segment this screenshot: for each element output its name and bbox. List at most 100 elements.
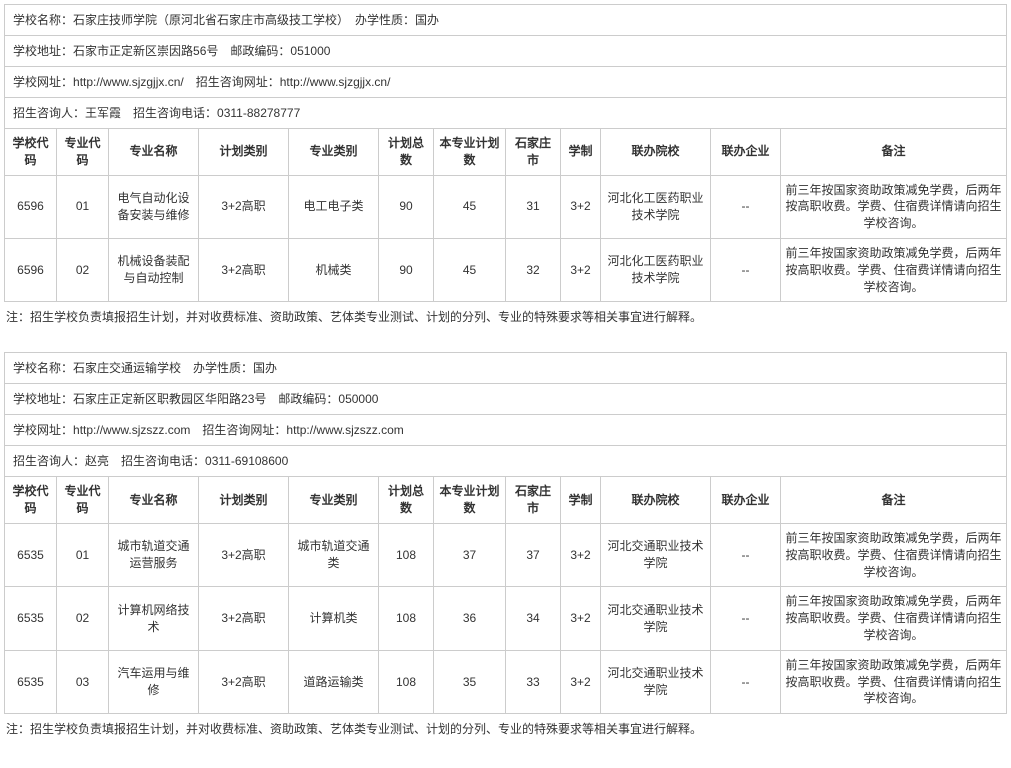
cell: 90: [379, 238, 434, 301]
school-address: 石家庄正定新区职教园区华阳路23号: [73, 392, 278, 406]
info-row-site: 学校网址：http://www.sjzgjjx.cn/ 招生咨询网址：http:…: [4, 66, 1007, 98]
cell: 3+2高职: [199, 523, 289, 586]
cell: 前三年按国家资助政策减免学费，后两年按高职收费。学费、住宿费详情请向招生学校咨询…: [781, 587, 1007, 650]
info-row-address: 学校地址：石家庄正定新区职教园区华阳路23号 邮政编码：050000: [4, 383, 1007, 415]
cell: --: [711, 238, 781, 301]
cell: 河北化工医药职业技术学院: [601, 175, 711, 238]
col-header: 本专业计划数: [434, 129, 506, 176]
info-row-name: 学校名称：石家庄技师学院（原河北省石家庄市高级技工学校） 办学性质：国办: [4, 4, 1007, 36]
table-header-row: 学校代码专业代码专业名称计划类别专业类别计划总数本专业计划数石家庄市学制联办院校…: [5, 477, 1007, 524]
col-header: 计划类别: [199, 129, 289, 176]
cell: 河北化工医药职业技术学院: [601, 238, 711, 301]
cell: 108: [379, 523, 434, 586]
school-name: 石家庄交通运输学校: [73, 361, 193, 375]
cell: 6596: [5, 238, 57, 301]
cell: --: [711, 175, 781, 238]
label-school-name: 学校名称：: [13, 361, 73, 375]
cell: 电工电子类: [289, 175, 379, 238]
info-row-address: 学校地址：石家市正定新区崇因路56号 邮政编码：051000: [4, 35, 1007, 67]
cell: 3+2高职: [199, 238, 289, 301]
cell: 3+2: [561, 650, 601, 713]
school-site: http://www.sjzszz.com: [73, 423, 202, 437]
col-header: 学校代码: [5, 477, 57, 524]
label-consult-site: 招生咨询网址：: [196, 75, 280, 89]
cell: 01: [57, 175, 109, 238]
col-header: 本专业计划数: [434, 477, 506, 524]
info-row-site: 学校网址：http://www.sjzszz.com 招生咨询网址：http:/…: [4, 414, 1007, 446]
col-header: 联办院校: [601, 129, 711, 176]
contact-name: 赵亮: [85, 454, 121, 468]
school-type: 国办: [415, 13, 439, 27]
col-header: 计划类别: [199, 477, 289, 524]
table-header-row: 学校代码专业代码专业名称计划类别专业类别计划总数本专业计划数石家庄市学制联办院校…: [5, 129, 1007, 176]
col-header: 石家庄市: [506, 129, 561, 176]
label-phone: 招生咨询电话：: [133, 106, 217, 120]
footer-note: 注：招生学校负责填报招生计划，并对收费标准、资助政策、艺体类专业测试、计划的分列…: [4, 714, 1007, 744]
label-type: 办学性质：: [355, 13, 415, 27]
cell: 河北交通职业技术学院: [601, 587, 711, 650]
col-header: 专业名称: [109, 129, 199, 176]
cell: 计算机网络技术: [109, 587, 199, 650]
majors-table: 学校代码专业代码专业名称计划类别专业类别计划总数本专业计划数石家庄市学制联办院校…: [4, 128, 1007, 302]
col-header: 备注: [781, 477, 1007, 524]
label-contact: 招生咨询人：: [13, 106, 85, 120]
col-header: 学制: [561, 477, 601, 524]
school-block: 学校名称：石家庄技师学院（原河北省石家庄市高级技工学校） 办学性质：国办学校地址…: [4, 4, 1007, 332]
cell: 37: [434, 523, 506, 586]
table-row: 653502计算机网络技术3+2高职计算机类10836343+2河北交通职业技术…: [5, 587, 1007, 650]
cell: 城市轨道交通类: [289, 523, 379, 586]
cell: 3+2高职: [199, 650, 289, 713]
col-header: 专业类别: [289, 477, 379, 524]
col-header: 石家庄市: [506, 477, 561, 524]
label-phone: 招生咨询电话：: [121, 454, 205, 468]
label-address: 学校地址：: [13, 44, 73, 58]
cell: 6535: [5, 587, 57, 650]
cell: 3+2: [561, 175, 601, 238]
cell: 道路运输类: [289, 650, 379, 713]
label-type: 办学性质：: [193, 361, 253, 375]
cell: 河北交通职业技术学院: [601, 650, 711, 713]
table-row: 659602机械设备装配与自动控制3+2高职机械类9045323+2河北化工医药…: [5, 238, 1007, 301]
col-header: 联办企业: [711, 129, 781, 176]
cell: 108: [379, 650, 434, 713]
cell: 3+2高职: [199, 587, 289, 650]
col-header: 备注: [781, 129, 1007, 176]
label-site: 学校网址：: [13, 423, 73, 437]
footer-note: 注：招生学校负责填报招生计划，并对收费标准、资助政策、艺体类专业测试、计划的分列…: [4, 302, 1007, 332]
col-header: 专业代码: [57, 129, 109, 176]
label-zip: 邮政编码：: [278, 392, 338, 406]
col-header: 计划总数: [379, 129, 434, 176]
cell: --: [711, 650, 781, 713]
cell: 6596: [5, 175, 57, 238]
col-header: 学校代码: [5, 129, 57, 176]
cell: 汽车运用与维修: [109, 650, 199, 713]
cell: --: [711, 523, 781, 586]
cell: 电气自动化设备安装与维修: [109, 175, 199, 238]
col-header: 专业名称: [109, 477, 199, 524]
school-zip: 050000: [338, 392, 378, 406]
cell: --: [711, 587, 781, 650]
cell: 32: [506, 238, 561, 301]
cell: 前三年按国家资助政策减免学费，后两年按高职收费。学费、住宿费详情请向招生学校咨询…: [781, 175, 1007, 238]
cell: 35: [434, 650, 506, 713]
school-block: 学校名称：石家庄交通运输学校 办学性质：国办学校地址：石家庄正定新区职教园区华阳…: [4, 352, 1007, 744]
contact-name: 王军霞: [85, 106, 133, 120]
cell: 河北交通职业技术学院: [601, 523, 711, 586]
cell: 机械设备装配与自动控制: [109, 238, 199, 301]
cell: 前三年按国家资助政策减免学费，后两年按高职收费。学费、住宿费详情请向招生学校咨询…: [781, 650, 1007, 713]
cell: 机械类: [289, 238, 379, 301]
col-header: 专业类别: [289, 129, 379, 176]
label-consult-site: 招生咨询网址：: [202, 423, 286, 437]
cell: 6535: [5, 650, 57, 713]
cell: 02: [57, 238, 109, 301]
cell: 02: [57, 587, 109, 650]
cell: 45: [434, 238, 506, 301]
cell: 108: [379, 587, 434, 650]
table-row: 653501城市轨道交通运营服务3+2高职城市轨道交通类10837373+2河北…: [5, 523, 1007, 586]
cell: 03: [57, 650, 109, 713]
cell: 01: [57, 523, 109, 586]
consult-site: http://www.sjzgjjx.cn/: [280, 75, 391, 89]
cell: 33: [506, 650, 561, 713]
label-contact: 招生咨询人：: [13, 454, 85, 468]
school-type: 国办: [253, 361, 277, 375]
